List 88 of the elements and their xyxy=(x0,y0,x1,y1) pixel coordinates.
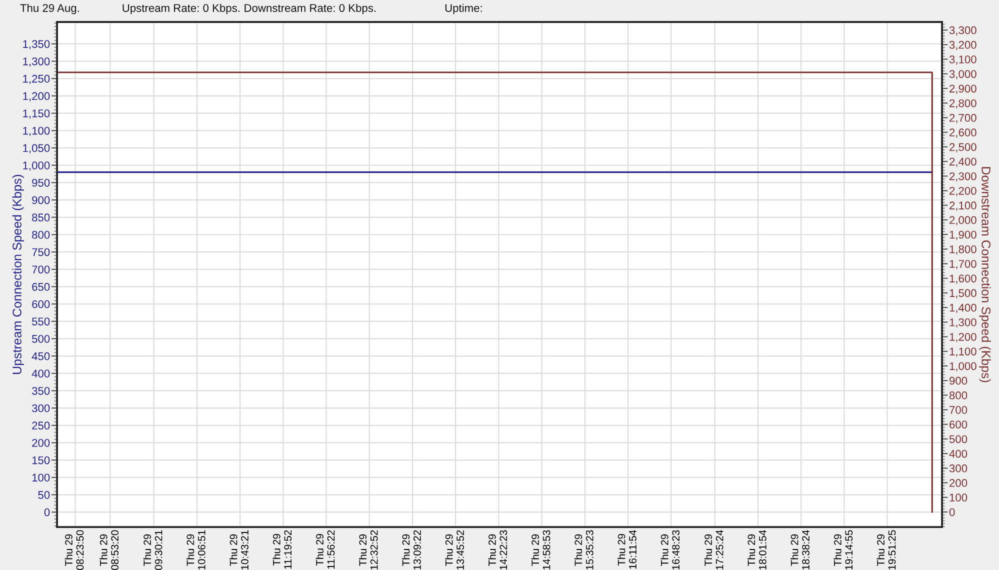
y-tick-label: 100 xyxy=(32,474,50,482)
y2-tick-label: 700 xyxy=(950,406,968,414)
y2-tick-label: 2,600 xyxy=(950,128,976,138)
x-tick-label: Thu 29 09:30:21 xyxy=(143,530,162,570)
y-tick-label: 200 xyxy=(32,439,50,447)
y2-tick-label: 2,900 xyxy=(950,84,976,94)
x-tick-label: Thu 29 10:06:51 xyxy=(186,530,206,570)
y2-tick-label: 1,900 xyxy=(950,230,976,240)
x-tick-label: Thu 29 18:38:24 xyxy=(790,530,810,570)
y-tick-label: 700 xyxy=(32,266,50,274)
x-tick-label: Thu 29 11:56:22 xyxy=(316,530,335,569)
y-tick-label: 650 xyxy=(32,282,50,291)
x-tick-label: Thu 29 19:51:25 xyxy=(876,530,896,570)
y2-tick-label: 300 xyxy=(949,464,968,472)
y2-tick-label: 2,500 xyxy=(950,143,976,152)
y-tick-label: 1,100 xyxy=(23,126,50,136)
y-tick-label: 1,200 xyxy=(23,92,50,102)
y-tick-label: 500 xyxy=(32,334,50,343)
y-tick-label: 550 xyxy=(32,318,50,326)
y2-tick-label: 3,100 xyxy=(949,56,976,65)
y2-tick-label: 2,000 xyxy=(950,216,976,226)
y2-tick-label: 200 xyxy=(950,479,968,487)
x-tick-label: Thu 29 11:19:52 xyxy=(272,530,292,569)
x-tick-label: Thu 29 13:45:52 xyxy=(445,530,464,570)
y-tick-label: 400 xyxy=(32,370,50,378)
y2-tick-label: 900 xyxy=(950,376,968,385)
y2-tick-label: 2,700 xyxy=(950,114,976,124)
y2-tick-label: 2,400 xyxy=(950,158,976,167)
y2-tick-label: 600 xyxy=(950,420,968,428)
y-tick-label: 950 xyxy=(32,178,50,187)
y2-tick-label: 1,800 xyxy=(950,245,976,255)
x-tick-label: Thu 29 15:35:23 xyxy=(574,530,594,570)
y-tick-label: 900 xyxy=(32,196,50,204)
text: Uptime: xyxy=(445,4,482,14)
y2-tick-label: 2,800 xyxy=(950,99,976,109)
x-tick-label: Thu 29 12:32:52 xyxy=(358,530,378,570)
y-tick-label: 800 xyxy=(32,230,50,239)
y-tick-label: 450 xyxy=(32,352,50,360)
x-tick-label: Thu 29 17:25:24 xyxy=(704,530,724,570)
y-tick-label: 250 xyxy=(32,422,50,430)
y-tick-label: 1,300 xyxy=(23,57,50,67)
y-tick-label: 750 xyxy=(32,248,50,256)
y2-tick-label: 1,700 xyxy=(950,260,976,270)
y2-tick-label: 1,200 xyxy=(950,332,976,342)
x-tick-label: Thu 29 08:23:50 xyxy=(64,530,84,570)
x-tick-label: Thu 29 10:43:21 xyxy=(230,530,248,570)
y2-tick-label: 800 xyxy=(949,391,968,400)
y-tick-label: 1,050 xyxy=(23,144,50,154)
x-tick-label: Thu 29 14:58:53 xyxy=(531,530,550,570)
y2-tick-label: 3,000 xyxy=(949,70,976,80)
y2-tick-label: 1,300 xyxy=(950,318,976,328)
y-tick-label: 600 xyxy=(32,300,50,308)
y-tick-label: 850 xyxy=(32,214,50,222)
x-tick-label: Thu 29 13:09:22 xyxy=(402,530,421,570)
y2-tick-label: 400 xyxy=(949,450,968,458)
text: Thu 29 Aug. xyxy=(20,4,79,14)
text: Downstream Rate: 0 Kbps. xyxy=(244,4,376,14)
y2-tick-label: 2,100 xyxy=(950,202,976,211)
y-tick-label: 1,350 xyxy=(23,40,50,50)
x-tick-label: Thu 29 19:14:55 xyxy=(834,530,853,570)
y2-tick-label: 100 xyxy=(950,494,968,502)
y-axis-title: Upstream Connection Speed (Kbps) xyxy=(12,174,24,374)
y2-tick-label: 1,600 xyxy=(950,274,976,284)
y2-axis-title: Downstream Connection Speed (Kbps) xyxy=(979,167,991,382)
y2-tick-label: 1,000 xyxy=(950,362,976,372)
x-tick-label: Thu 29 16:48:23 xyxy=(660,530,680,570)
x-tick-label: Thu 29 18:01:54 xyxy=(747,530,766,570)
y2-tick-label: 3,300 xyxy=(949,26,976,36)
y-tick-label: 50 xyxy=(38,491,50,499)
x-tick-label: Thu 29 14:22:23 xyxy=(488,530,508,570)
y-tick-label: 1,150 xyxy=(23,109,50,119)
y-tick-label: 300 xyxy=(32,404,50,412)
y-tick-label: 0 xyxy=(44,508,50,516)
y-tick-label: 1,250 xyxy=(23,74,50,84)
y-tick-label: 1,000 xyxy=(23,162,50,171)
y2-tick-label: 500 xyxy=(949,435,968,444)
x-tick-label: Thu 29 16:11:54 xyxy=(618,530,636,569)
y2-tick-label: 0 xyxy=(949,508,955,516)
y2-tick-label: 1,100 xyxy=(950,348,976,357)
y2-tick-label: 2,200 xyxy=(950,186,976,196)
y-tick-label: 150 xyxy=(32,456,50,464)
x-tick-label: Thu 29 08:53:20 xyxy=(100,530,119,570)
y2-tick-label: 2,300 xyxy=(950,172,976,182)
y-tick-label: 350 xyxy=(32,386,50,395)
y2-tick-label: 3,200 xyxy=(949,40,976,50)
y2-tick-label: 1,500 xyxy=(950,289,976,298)
y2-tick-label: 1,400 xyxy=(950,304,976,313)
text: Upstream Rate: 0 Kbps. xyxy=(122,4,240,14)
